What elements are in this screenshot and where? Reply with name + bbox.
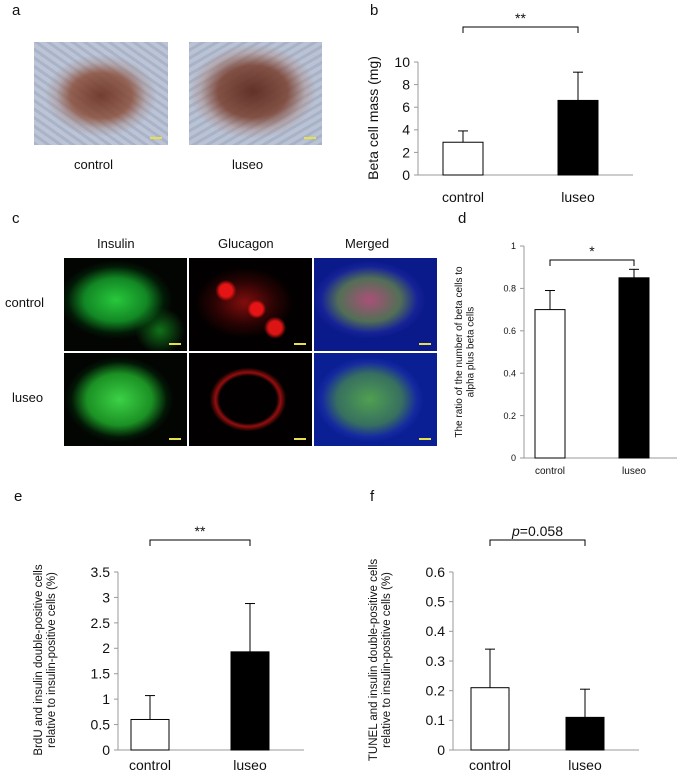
category-label: control xyxy=(469,757,511,773)
y-tick-label: 0.8 xyxy=(503,284,516,294)
y-tick-label: 0.6 xyxy=(426,564,446,580)
panel-a-letter: a xyxy=(12,2,21,19)
significance-label: ** xyxy=(515,10,526,26)
y-axis-label-line: relative to insulin-positive cells (%) xyxy=(381,572,393,748)
ihc-image-luseo xyxy=(189,42,322,145)
y-tick-label: 1 xyxy=(511,241,516,251)
y-tick-label: 1 xyxy=(102,691,110,707)
y-tick-label: 3.5 xyxy=(91,564,111,580)
if-glucagon-luseo xyxy=(189,353,312,446)
category-label: luseo xyxy=(568,757,602,773)
y-tick-label: 0.5 xyxy=(91,716,111,732)
y-tick-label: 0 xyxy=(102,742,110,758)
y-tick-label: 3 xyxy=(102,589,110,605)
category-label: control xyxy=(129,757,171,773)
significance-bracket xyxy=(489,539,586,546)
bar-control xyxy=(442,141,484,176)
y-axis-label: The ratio of the number of beta cells to… xyxy=(454,266,477,438)
panel-c-row-luseo: luseo xyxy=(12,390,44,405)
bar-luseo xyxy=(230,651,270,751)
y-axis-label-line: Beta cell mass (mg) xyxy=(365,56,381,180)
bar-control xyxy=(130,718,170,751)
y-tick-label: 0.2 xyxy=(503,411,516,421)
bar-control xyxy=(470,687,510,751)
y-axis-label-line: The ratio of the number of beta cells to xyxy=(454,266,465,438)
significance-bracket xyxy=(549,259,635,266)
y-tick-label: 2 xyxy=(102,640,110,656)
bar-luseo xyxy=(565,716,605,751)
ihc-image-control xyxy=(34,42,168,145)
significance-label: * xyxy=(589,243,595,259)
significance-label: p=0.058 xyxy=(511,523,563,539)
category-label: control xyxy=(442,189,484,205)
y-tick-label: 0.1 xyxy=(426,712,446,728)
if-insulin-control xyxy=(64,258,187,351)
y-axis-label-line: relative to insulin-positive cells (%) xyxy=(46,572,58,748)
if-insulin-luseo xyxy=(64,353,187,446)
y-tick-label: 0 xyxy=(437,742,445,758)
chart-f: 0 0.1 0.2 0.3 0.4 0.5 0.6 control luseo p=0.058 TU… xyxy=(368,523,639,773)
y-tick-label: 0.6 xyxy=(503,326,516,336)
y-tick-label: 0.4 xyxy=(426,623,446,639)
bar-luseo xyxy=(557,99,599,176)
y-tick-label: 2.5 xyxy=(91,615,111,631)
significance-value: =0.058 xyxy=(520,523,563,539)
y-tick-label: 8 xyxy=(402,77,410,93)
significance-bracket xyxy=(462,26,579,33)
panel-b-letter: b xyxy=(370,2,379,19)
category-label: luseo xyxy=(622,466,646,477)
y-tick-label: 2 xyxy=(402,144,410,160)
panel-c-col-glucagon: Glucagon xyxy=(218,236,274,251)
y-tick-label: 0.5 xyxy=(426,594,446,610)
if-glucagon-control xyxy=(189,258,312,351)
y-tick-label: 0 xyxy=(511,453,516,463)
significance-bracket xyxy=(149,539,251,546)
y-axis-label-line: BrdU and insulin double-positive cells xyxy=(33,564,45,755)
panel-e-letter: e xyxy=(14,488,23,505)
significance-label: ** xyxy=(195,523,206,539)
chart-d: 0 0.2 0.4 0.6 0.8 1 control luseo * The ratio of … xyxy=(454,241,677,477)
y-axis-label-line: TUNEL and insulin double-positive cells xyxy=(368,559,380,761)
if-merged-luseo xyxy=(314,353,437,446)
y-tick-label: 6 xyxy=(402,99,410,115)
y-tick-label: 0 xyxy=(402,167,410,183)
y-tick-label: 0.4 xyxy=(503,368,516,378)
y-tick-label: 10 xyxy=(394,54,410,70)
chart-b: 0 2 4 6 8 10 control luseo ** Beta cell mass (mg) xyxy=(365,10,633,205)
bar-control xyxy=(534,309,566,459)
y-axis-label: BrdU and insulin double-positive cellsre… xyxy=(33,564,58,755)
panel-a-label-luseo: luseo xyxy=(232,157,264,172)
y-axis-label: TUNEL and insulin double-positive cellsr… xyxy=(368,559,393,761)
panel-d-letter: d xyxy=(458,210,467,227)
category-label: control xyxy=(535,466,565,477)
y-axis-label-line: alpha plus beta cells xyxy=(466,307,477,398)
if-merged-control xyxy=(314,258,437,351)
panel-c-row-control: control xyxy=(5,295,45,310)
category-label: luseo xyxy=(561,189,595,205)
y-tick-label: 0.2 xyxy=(426,683,446,699)
y-tick-label: 1.5 xyxy=(91,666,111,682)
bar-luseo xyxy=(618,277,650,459)
panel-f-letter: f xyxy=(370,488,375,505)
panel-a-label-control: control xyxy=(74,157,114,172)
panel-c-letter: c xyxy=(12,210,20,227)
significance-prefix: p xyxy=(511,523,520,539)
y-axis-label: Beta cell mass (mg) xyxy=(365,56,381,180)
panel-c-col-insulin: Insulin xyxy=(97,236,135,251)
panel-c-col-merged: Merged xyxy=(345,236,390,251)
y-tick-label: 4 xyxy=(402,122,410,138)
y-tick-label: 0.3 xyxy=(426,653,446,669)
chart-e: 0 0.5 1 1.5 2 2.5 3 3.5 control luseo ** BrdU and i… xyxy=(33,523,304,773)
category-label: luseo xyxy=(233,757,267,773)
